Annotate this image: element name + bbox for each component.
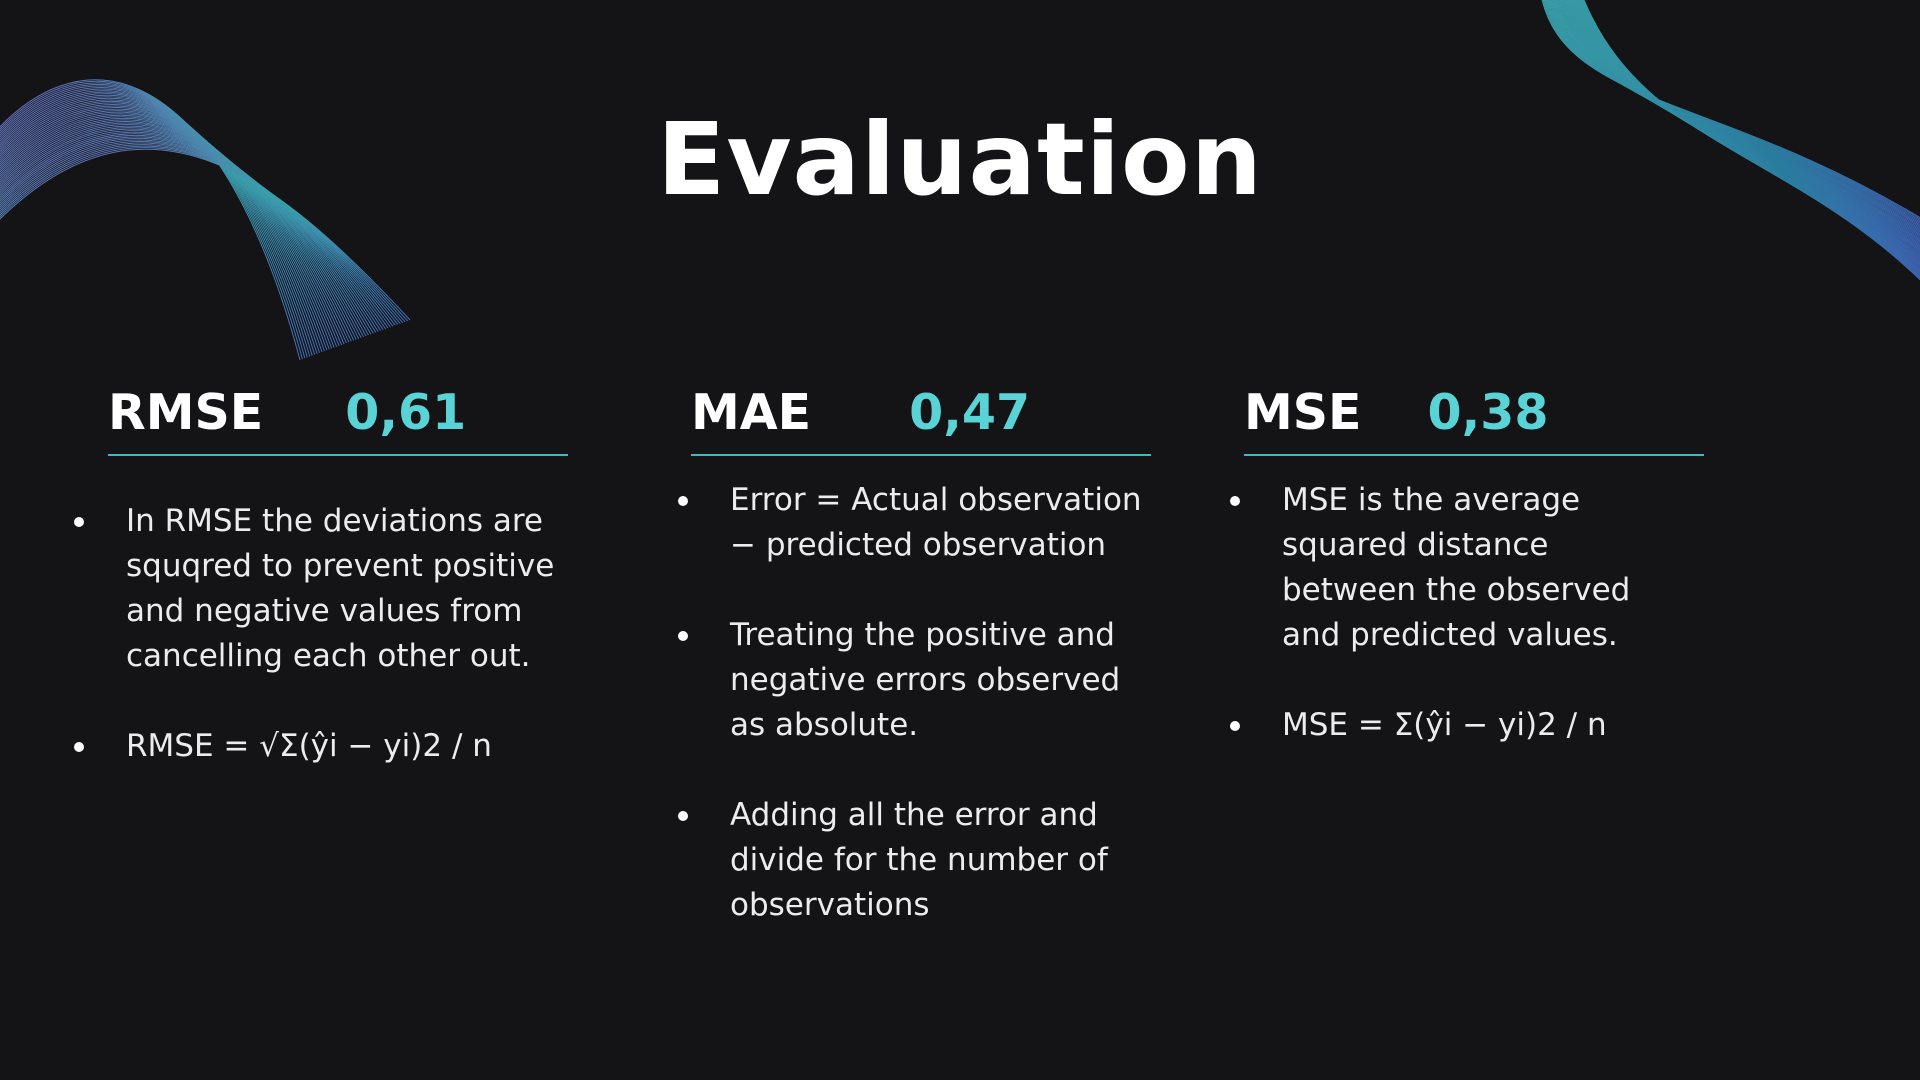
bullet-item: MSE = Σ(ŷi − yi)2 / n [1230, 703, 1682, 748]
slide-title: Evaluation [657, 101, 1263, 218]
bullet-item: Adding all the error and divide for the … [678, 793, 1150, 928]
metric-header-mse: MSE 0,38 [1244, 388, 1704, 456]
bullet-list: MSE is the average squared distance betw… [1230, 478, 1704, 748]
bullet-list: In RMSE the deviations are squqred to pr… [74, 499, 568, 769]
metric-column-mse: MSE 0,38 MSE is the average squared dist… [1230, 388, 1704, 793]
bullet-item: In RMSE the deviations are squqred to pr… [74, 499, 566, 679]
metric-header-rmse: RMSE 0,61 [108, 388, 568, 456]
bullet-item: RMSE = √Σ(ŷi − yi)2 / n [74, 724, 566, 769]
bullet-list: Error = Actual observation − predicted o… [678, 478, 1151, 928]
metric-value: 0,61 [345, 384, 467, 441]
metric-value: 0,47 [909, 384, 1031, 441]
bullet-item: Treating the positive and negative error… [678, 613, 1150, 748]
metric-column-rmse: RMSE 0,61 In RMSE the deviations are squ… [74, 388, 568, 814]
bullet-item: Error = Actual observation − predicted o… [678, 478, 1150, 568]
metric-name: RMSE [108, 384, 264, 441]
metric-name: MAE [691, 384, 812, 441]
bullet-item: MSE is the average squared distance betw… [1230, 478, 1682, 658]
metric-header-mae: MAE 0,47 [691, 388, 1151, 456]
metric-value: 0,38 [1427, 384, 1549, 441]
metric-column-mae: MAE 0,47 Error = Actual observation − pr… [678, 388, 1151, 973]
metric-name: MSE [1244, 384, 1362, 441]
